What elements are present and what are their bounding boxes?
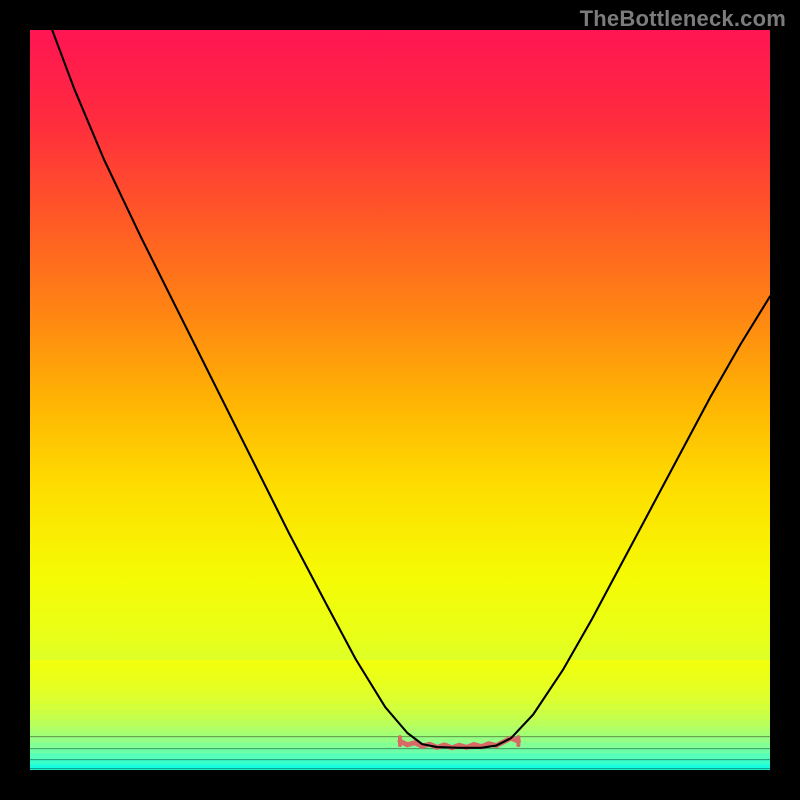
watermark: TheBottleneck.com [580,6,786,32]
plot-area [30,30,770,770]
green-band [30,754,770,760]
chart-root: TheBottleneck.com [0,0,800,800]
green-band [30,715,770,721]
green-band [30,726,770,732]
green-band [30,677,770,683]
dark-band [30,748,770,749]
green-band [30,682,770,688]
gradient-background [30,30,770,770]
green-band [30,666,770,672]
green-band [30,704,770,710]
green-band [30,710,770,716]
green-band [30,693,770,699]
dark-band [30,759,770,760]
green-band [30,660,770,666]
chart-svg [30,30,770,770]
dark-band [30,768,770,769]
green-band [30,671,770,677]
green-band [30,699,770,705]
green-band [30,688,770,694]
